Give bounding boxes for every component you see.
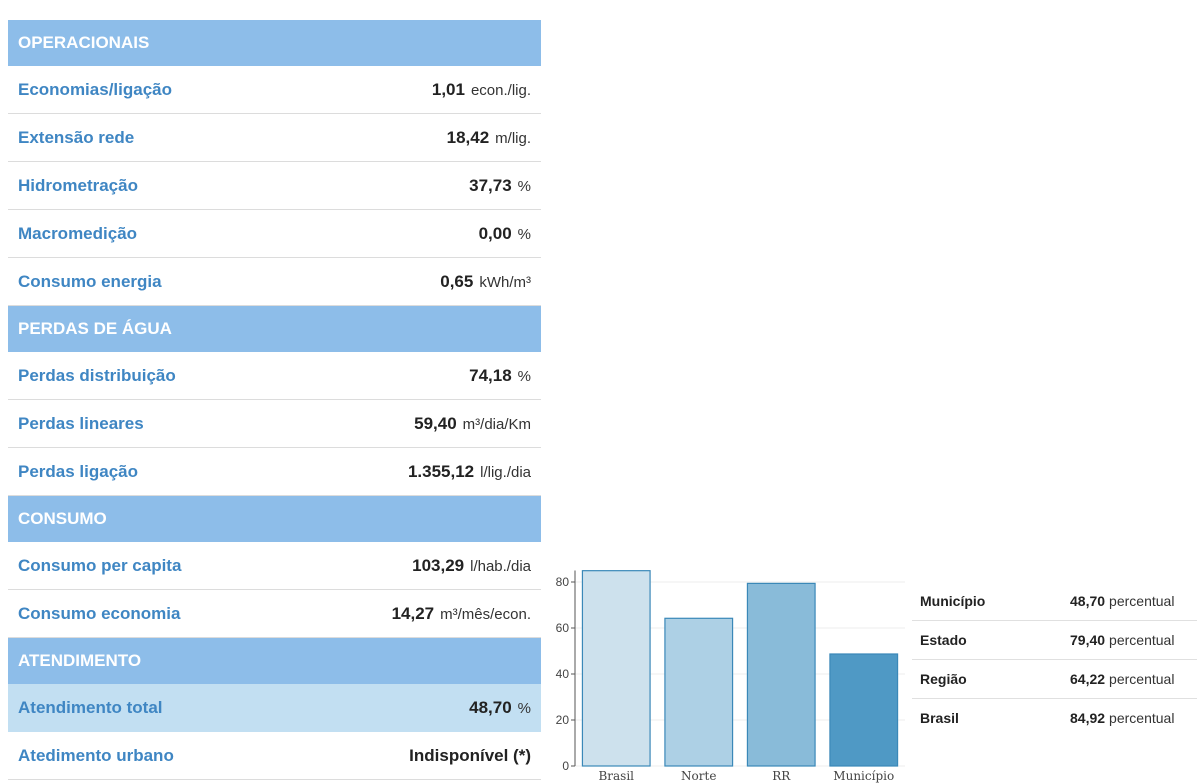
value-cell: 0,00% xyxy=(479,224,531,244)
summary-value: 48,70 xyxy=(1070,593,1106,609)
indicator-row[interactable]: Macromedição 0,00% xyxy=(8,210,541,258)
summary-label: Brasil xyxy=(920,710,959,726)
indicator-row[interactable]: Atendimento total 48,70% xyxy=(8,684,541,732)
bar xyxy=(581,570,651,767)
indicator-unit: l/lig./dia xyxy=(480,463,531,481)
indicator-row[interactable]: Perdas ligação 1.355,12 l/lig./dia xyxy=(8,448,541,496)
value-cell: 48,70% xyxy=(469,698,531,718)
indicator-value: 1.355,12 xyxy=(407,461,475,481)
y-tick-label: 0 xyxy=(562,759,569,773)
summary-row: Região 64,22 percentual xyxy=(912,660,1197,699)
value-cell: 14,27 m³/mês/econ. xyxy=(392,604,531,624)
indicator-value: 18,42 xyxy=(446,127,490,147)
indicator-unit: % xyxy=(517,225,531,243)
indicator-unit: econ./lig. xyxy=(470,81,531,99)
summary-label: Município xyxy=(920,593,986,609)
indicator-row[interactable]: Consumo per capita 103,29 l/hab./dia xyxy=(8,542,541,590)
value-cell: 59,40 m³/dia/Km xyxy=(414,414,531,434)
indicator-label: Perdas lineares xyxy=(18,413,144,433)
section-header: CONSUMO xyxy=(8,496,541,542)
section-header: OPERACIONAIS xyxy=(8,20,541,66)
indicator-value: 1,01 xyxy=(431,79,465,99)
x-tick-label: Brasil xyxy=(598,769,634,783)
indicator-row[interactable]: Economias/ligação 1,01 econ./lig. xyxy=(8,66,541,114)
section-header: ATENDIMENTO xyxy=(8,638,541,684)
bar xyxy=(829,653,899,767)
indicator-label: Atedimento urbano xyxy=(18,745,174,765)
y-tick-label: 40 xyxy=(556,667,570,681)
indicator-row[interactable]: Perdas lineares 59,40 m³/dia/Km xyxy=(8,400,541,448)
indicator-value: 59,40 xyxy=(414,413,457,433)
indicator-label: Macromedição xyxy=(18,223,138,243)
summary-unit: percentual xyxy=(1109,632,1175,648)
indicator-label: Consumo economia xyxy=(18,603,181,623)
summary-value: 84,92 xyxy=(1070,710,1106,726)
indicator-unit: % xyxy=(517,367,531,385)
section-header: PERDAS DE ÁGUA xyxy=(8,306,541,352)
y-tick-label: 60 xyxy=(556,621,570,635)
indicator-row[interactable]: Atedimento urbano Indisponível (*) xyxy=(8,732,541,780)
indicator-label: Consumo per capita xyxy=(18,555,182,575)
indicator-unit: kWh/m³ xyxy=(479,273,531,291)
x-tick-label: RR xyxy=(772,769,791,783)
summary-unit: percentual xyxy=(1109,671,1175,687)
summary-label: Região xyxy=(920,671,967,687)
value-cell: Indisponível (*) xyxy=(409,746,531,766)
indicator-value: 48,70 xyxy=(469,697,512,717)
indicator-value: 0,65 xyxy=(440,271,474,291)
value-cell: 37,73% xyxy=(469,176,531,196)
indicator-unit: m³/dia/Km xyxy=(462,415,531,433)
value-cell: 74,18% xyxy=(469,366,531,386)
indicator-unit: l/hab./dia xyxy=(470,557,531,575)
summary-row: Estado 79,40 percentual xyxy=(912,621,1197,660)
indicator-label: Atendimento total xyxy=(18,697,163,717)
summary-unit: percentual xyxy=(1109,593,1175,609)
indicator-row[interactable]: Consumo economia 14,27 m³/mês/econ. xyxy=(8,590,541,638)
value-cell: 0,65 kWh/m³ xyxy=(440,272,531,292)
bar xyxy=(664,617,734,767)
x-tick-label: Município xyxy=(833,769,894,783)
indicator-value: 0,00 xyxy=(478,223,512,243)
y-tick-label: 20 xyxy=(556,713,570,727)
indicator-row[interactable]: Extensão rede 18,42 m/lig. xyxy=(8,114,541,162)
chart: 0 20 40 60 80 Brasil Norte RR Município xyxy=(556,570,905,783)
indicator-value: Indisponível (*) xyxy=(409,745,531,765)
indicator-table: OPERACIONAIS Economias/ligação 1,01 econ./l… xyxy=(8,20,541,780)
indicator-label: Economias/ligação xyxy=(18,79,172,99)
summary-value: 79,40 xyxy=(1070,632,1106,648)
indicator-label: Perdas distribuição xyxy=(18,365,176,385)
summary-row: Município 48,70 percentual xyxy=(912,582,1197,621)
indicator-value: 37,73 xyxy=(469,175,512,195)
indicator-label: Perdas ligação xyxy=(18,461,139,481)
value-cell: 1.355,12 l/lig./dia xyxy=(408,462,531,482)
bar xyxy=(746,582,816,767)
indicator-unit: % xyxy=(517,177,531,195)
indicator-unit: % xyxy=(517,699,531,717)
indicator-label: Hidrometração xyxy=(18,175,138,195)
x-tick-label: Norte xyxy=(681,769,716,783)
indicator-value: 14,27 xyxy=(391,603,435,623)
indicator-row[interactable]: Perdas distribuição 74,18% xyxy=(8,352,541,400)
indicator-unit: m/lig. xyxy=(495,129,531,147)
y-tick-label: 80 xyxy=(556,575,570,589)
value-cell: 103,29 l/hab./dia xyxy=(412,556,531,576)
summary-value: 64,22 xyxy=(1070,671,1106,687)
summary-table: Município 48,70 percentual Estado 79,40 perce… xyxy=(912,582,1197,737)
indicator-value: 74,18 xyxy=(469,365,512,385)
summary-label: Estado xyxy=(920,632,967,648)
value-cell: 18,42 m/lig. xyxy=(447,128,531,148)
summary-row: Brasil 84,92 percentual xyxy=(912,699,1197,737)
indicator-label: Consumo energia xyxy=(18,271,162,291)
indicator-label: Extensão rede xyxy=(18,127,135,147)
summary-unit: percentual xyxy=(1109,710,1175,726)
indicator-row[interactable]: Consumo energia 0,65 kWh/m³ xyxy=(8,258,541,306)
indicator-unit: m³/mês/econ. xyxy=(440,605,531,623)
value-cell: 1,01 econ./lig. xyxy=(432,80,531,100)
indicator-value: 103,29 xyxy=(412,555,465,575)
indicator-row[interactable]: Hidrometração 37,73% xyxy=(8,162,541,210)
